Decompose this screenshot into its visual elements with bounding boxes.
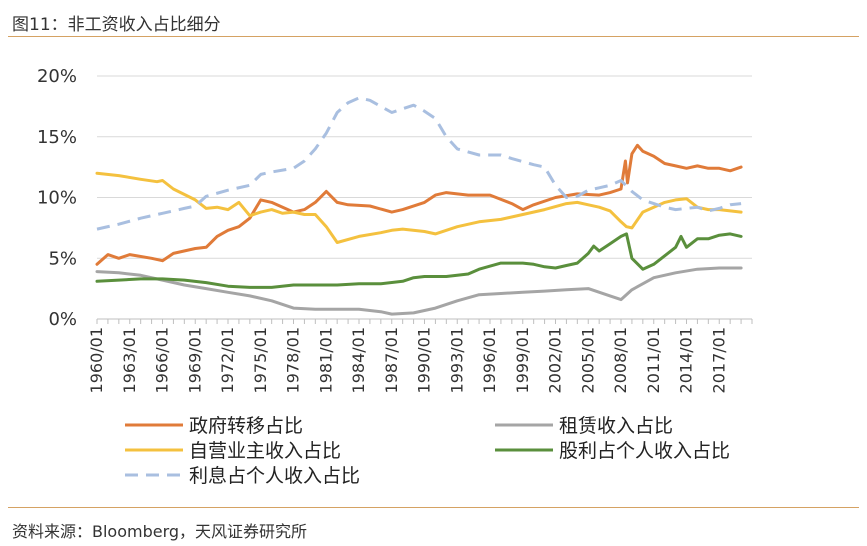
x-tick-label: 1978/01 bbox=[284, 327, 303, 393]
y-tick-label: 15% bbox=[37, 127, 77, 148]
x-tick-label: 1999/01 bbox=[513, 327, 532, 393]
x-tick-label: 2017/01 bbox=[709, 327, 728, 393]
y-axis: 0% 5% 10% 15% 20% bbox=[37, 66, 77, 330]
legend-label: 自营业主收入占比 bbox=[189, 440, 341, 462]
x-tick-label: 1966/01 bbox=[153, 327, 172, 393]
x-tick-label: 1975/01 bbox=[251, 327, 270, 393]
y-tick-label: 0% bbox=[48, 309, 77, 330]
x-tick-label: 1981/01 bbox=[316, 327, 335, 393]
y-tick-label: 5% bbox=[48, 248, 77, 269]
x-tick-label: 2002/01 bbox=[546, 327, 565, 393]
x-tick-label: 2008/01 bbox=[611, 327, 630, 393]
legend-label: 政府转移占比 bbox=[189, 415, 303, 437]
series-line-3 bbox=[95, 171, 743, 244]
title-bar: 图11：非工资收入占比细分 bbox=[8, 6, 859, 37]
x-tick-label: 1987/01 bbox=[382, 327, 401, 393]
series-lines bbox=[95, 96, 743, 316]
x-tick-label: 1984/01 bbox=[349, 327, 368, 393]
series-line-1 bbox=[95, 143, 743, 266]
series-line-4 bbox=[95, 232, 743, 289]
y-tick-label: 10% bbox=[37, 188, 77, 209]
x-tick-label: 1996/01 bbox=[480, 327, 499, 393]
source-note: 资料来源：Bloomberg，天风证券研究所 bbox=[12, 522, 308, 541]
x-tick-label: 1969/01 bbox=[185, 327, 204, 393]
legend-label: 利息占个人收入占比 bbox=[189, 465, 360, 487]
x-axis: 1960/01 1963/01 1966/01 1969/01 1972/01 1975/… bbox=[87, 318, 753, 393]
page-title: 图11：非工资收入占比细分 bbox=[12, 15, 221, 35]
series-line-5 bbox=[96, 96, 742, 231]
x-tick-label: 2011/01 bbox=[644, 327, 663, 393]
series-line-2 bbox=[95, 266, 743, 316]
x-tick-label: 2014/01 bbox=[677, 327, 696, 393]
x-tick-label: 1990/01 bbox=[415, 327, 434, 393]
legend-label: 股利占个人收入占比 bbox=[559, 440, 730, 462]
line-chart: 0% 5% 10% 15% 20% 1960/01 1963/01 1966/01 1969/… bbox=[37, 66, 753, 487]
x-tick-label: 2005/01 bbox=[578, 327, 597, 393]
x-tick-label: 1993/01 bbox=[447, 327, 466, 393]
legend-label: 租赁收入占比 bbox=[559, 415, 673, 437]
x-tick-label: 1960/01 bbox=[87, 327, 106, 393]
source-bar: 资料来源：Bloomberg，天风证券研究所 bbox=[8, 507, 859, 544]
x-tick-label: 1972/01 bbox=[218, 327, 237, 393]
y-tick-label: 20% bbox=[37, 66, 77, 87]
x-tick-label: 1963/01 bbox=[120, 327, 139, 393]
